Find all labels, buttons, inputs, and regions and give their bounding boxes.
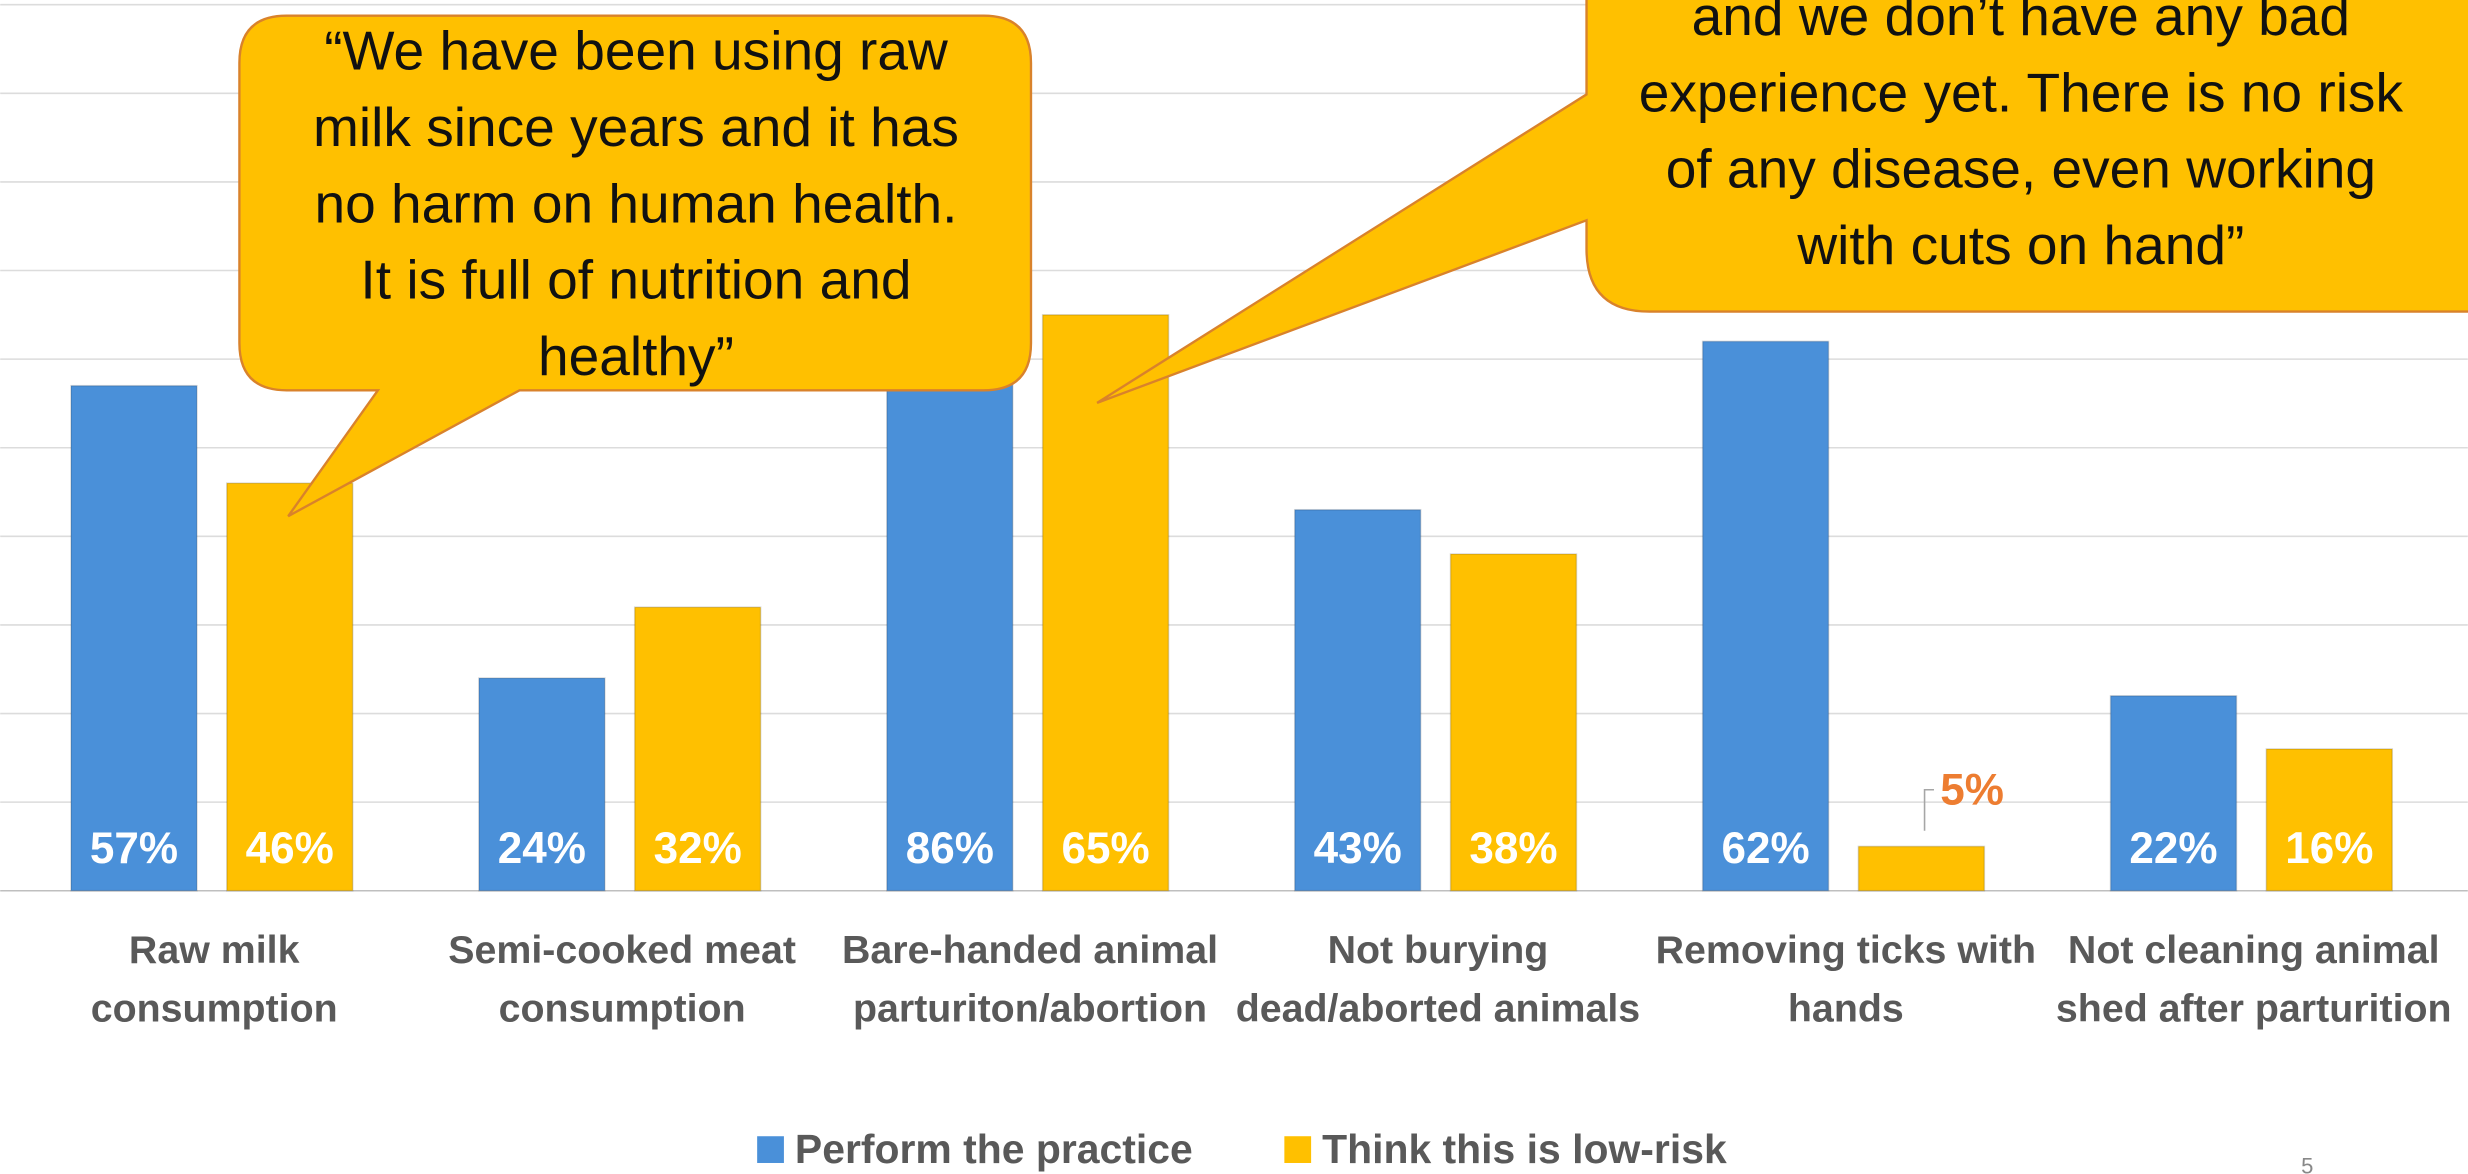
bar [633,606,762,892]
x-tick-label-box: Not burying dead/aborted animals [1235,928,1641,1031]
data-label: 65% [1061,824,1149,873]
legend-swatch [757,1136,784,1163]
bar [1857,845,1986,892]
callout-bubble [238,14,1033,518]
data-label: 32% [654,824,742,873]
legend-swatch [1284,1136,1312,1163]
leader-line [1923,788,1934,831]
data-label: 86% [906,824,994,873]
callout-text: and we don’t have any bad [1692,0,2350,47]
data-label: 24% [498,824,586,873]
data-label: 5% [1940,766,2004,815]
bar [1449,553,1578,892]
x-tick-label: Not burying dead/aborted animals [1235,928,1641,1031]
callout-text: healthy” [538,325,734,387]
x-tick-label-box: Bare-handed animal parturiton/abortion [841,928,1219,1031]
legend-label: Think this is low-risk [1322,1126,1727,1172]
callout-text: “We have been using raw [324,20,948,82]
callout-bubble [1096,0,2468,404]
x-tick-label-box: Semi-cooked meat consumption [448,928,796,1031]
data-label: 62% [1722,824,1810,873]
data-label: 46% [246,824,334,873]
bar [478,677,606,892]
x-tick-label-box: Removing ticks with hands [1655,928,2037,1031]
bar [70,384,198,892]
data-label: 43% [1314,824,1402,873]
callout-text: It is full of nutrition and [360,249,911,311]
callout-text: milk since years and it has [313,96,959,158]
data-label: 22% [2129,824,2217,873]
x-tick-label: Raw milk consumption [90,928,338,1031]
x-tick-label: Removing ticks with hands [1655,928,2037,1031]
x-tick-label: Semi-cooked meat consumption [448,928,796,1031]
data-label: 16% [2285,824,2373,873]
data-label: 57% [90,824,178,873]
page-number: 5 [2301,1154,2313,1174]
bar [2109,695,2238,892]
bar [1293,508,1422,892]
bar [1041,314,1170,892]
callout-text: of any disease, even working [1666,138,2376,200]
legend-label: Perform the practice [795,1126,1193,1172]
x-tick-label-box: Not cleaning animal shed after parturiti… [2055,928,2452,1031]
callout-text: with cuts on hand” [1796,214,2244,276]
data-label: 38% [1469,824,1557,873]
x-tick-label: Bare-handed animal parturiton/abortion [841,928,1219,1031]
x-tick-label-box: Raw milk consumption [90,928,338,1031]
bar [1701,340,1830,892]
x-tick-label: Not cleaning animal shed after parturiti… [2055,928,2452,1031]
callout-text: no harm on human health. [314,172,957,234]
callout-text: experience yet. There is no risk [1639,61,2404,123]
bar [2265,748,2394,892]
bar [226,482,354,892]
